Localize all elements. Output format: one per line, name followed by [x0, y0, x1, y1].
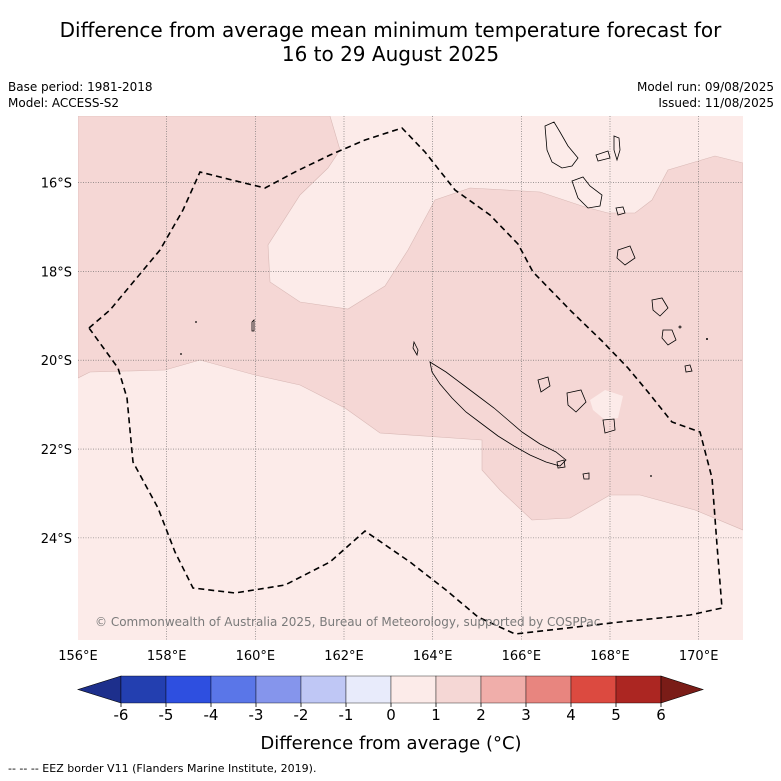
colorbar-tick-label: -5 [159, 706, 174, 724]
longitude-labels: 156°E 158°E 160°E 162°E 164°E 166°E 168°E 170°E [58, 649, 718, 664]
title-line-2: 16 to 29 August 2025 [281, 42, 500, 66]
colorbar-segment [525, 675, 572, 704]
colorbar-tick-label: 4 [566, 706, 576, 724]
colorbar: -6 -5 -4 -3 -2 -1 0 1 2 3 4 5 6 [76, 675, 704, 724]
colorbar-segment [570, 675, 617, 704]
colorbar-segment [165, 675, 212, 704]
reef-islet [678, 325, 682, 329]
lon-tick-label: 160°E [236, 649, 276, 664]
walpole-island [582, 472, 590, 480]
copyright-text: © Commonwealth of Australia 2025, Bureau… [95, 615, 600, 629]
lon-tick-label: 164°E [413, 649, 453, 664]
lat-tick-label: 18°S [41, 265, 72, 280]
epi-island [615, 206, 626, 216]
new-caledonia-island [429, 361, 567, 467]
reef-islet [180, 353, 182, 355]
efate-island [616, 245, 636, 266]
colorbar-tick-label: 6 [656, 706, 666, 724]
malakula-island [571, 176, 603, 209]
colorbar-segment [480, 675, 527, 704]
lifou-island [566, 389, 587, 413]
colorbar-segment [120, 675, 167, 704]
info-right: Model run: 09/08/2025 Issued: 11/08/2025 [637, 79, 774, 111]
title-line-1: Difference from average mean minimum tem… [59, 18, 722, 42]
chart-title: Difference from average mean minimum tem… [0, 18, 781, 66]
colorbar-tick-label: -6 [114, 706, 129, 724]
espiritu-santo-island [544, 121, 579, 169]
maewo-island [613, 135, 621, 162]
erromango-island [651, 297, 669, 317]
tanna-island [661, 329, 677, 346]
colorbar-tick-label: -3 [249, 706, 264, 724]
colorbar-segment [255, 675, 302, 704]
reef-islet [706, 338, 708, 340]
malo-island [595, 150, 611, 162]
lon-tick-label: 168°E [590, 649, 630, 664]
model-run-text: Model run: 09/08/2025 [636, 80, 774, 94]
colorbar-tick-label: 1 [431, 706, 441, 724]
model-text: Model: ACCESS-S2 [8, 96, 120, 110]
colorbar-tick-label: 2 [476, 706, 486, 724]
belep-islands [412, 340, 419, 357]
lon-tick-label: 170°E [679, 649, 719, 664]
colorbar-segment [345, 675, 392, 704]
colorbar-tick-label: -4 [204, 706, 219, 724]
lon-tick-label: 158°E [147, 649, 187, 664]
lat-tick-label: 22°S [41, 443, 72, 458]
issued-text: Issued: 11/08/2025 [658, 96, 774, 110]
lon-tick-label: 162°E [324, 649, 364, 664]
colorbar-segment [435, 675, 482, 704]
lon-tick-label: 166°E [502, 649, 542, 664]
colorbar-label: Difference from average (°C) [260, 733, 521, 754]
ile-des-pins [556, 459, 566, 469]
map-plot-area [78, 116, 743, 640]
eez-footnote: -- -- -- EEZ border V11 (Flanders Marine… [8, 762, 317, 775]
aneityum-island [684, 364, 693, 373]
lat-tick-label: 20°S [41, 354, 72, 369]
ouvea-island [537, 376, 551, 393]
reef-islet [650, 475, 652, 477]
colorbar-tick-label: 3 [521, 706, 531, 724]
reef-islet [195, 321, 197, 323]
info-left: Base period: 1981-2018 Model: ACCESS-S2 [8, 79, 153, 111]
latitude-labels: 16°S 18°S 20°S 22°S 24°S [41, 177, 72, 547]
colorbar-high-extension [660, 675, 704, 704]
base-period-text: Base period: 1981-2018 [8, 80, 153, 94]
category-0-1-patch [590, 390, 623, 420]
colorbar-tick-label: -2 [294, 706, 309, 724]
colorbar-tick-label: 5 [611, 706, 621, 724]
colorbar-tick-label: 0 [386, 706, 396, 724]
category-1-2-region [78, 116, 743, 531]
lat-tick-label: 16°S [41, 177, 72, 192]
colorbar-tick-label: -1 [339, 706, 354, 724]
lat-tick-label: 24°S [41, 532, 72, 547]
gridlines [78, 116, 743, 640]
lon-tick-label: 156°E [58, 649, 98, 664]
mare-island [602, 418, 616, 434]
eez-border-line [87, 127, 723, 635]
colorbar-segment [615, 675, 662, 704]
chesterfield-islands [251, 319, 255, 332]
colorbar-low-extension [76, 675, 122, 704]
colorbar-segment [210, 675, 257, 704]
landmasses [251, 121, 693, 480]
colorbar-segment [390, 675, 437, 704]
colorbar-segment [300, 675, 347, 704]
